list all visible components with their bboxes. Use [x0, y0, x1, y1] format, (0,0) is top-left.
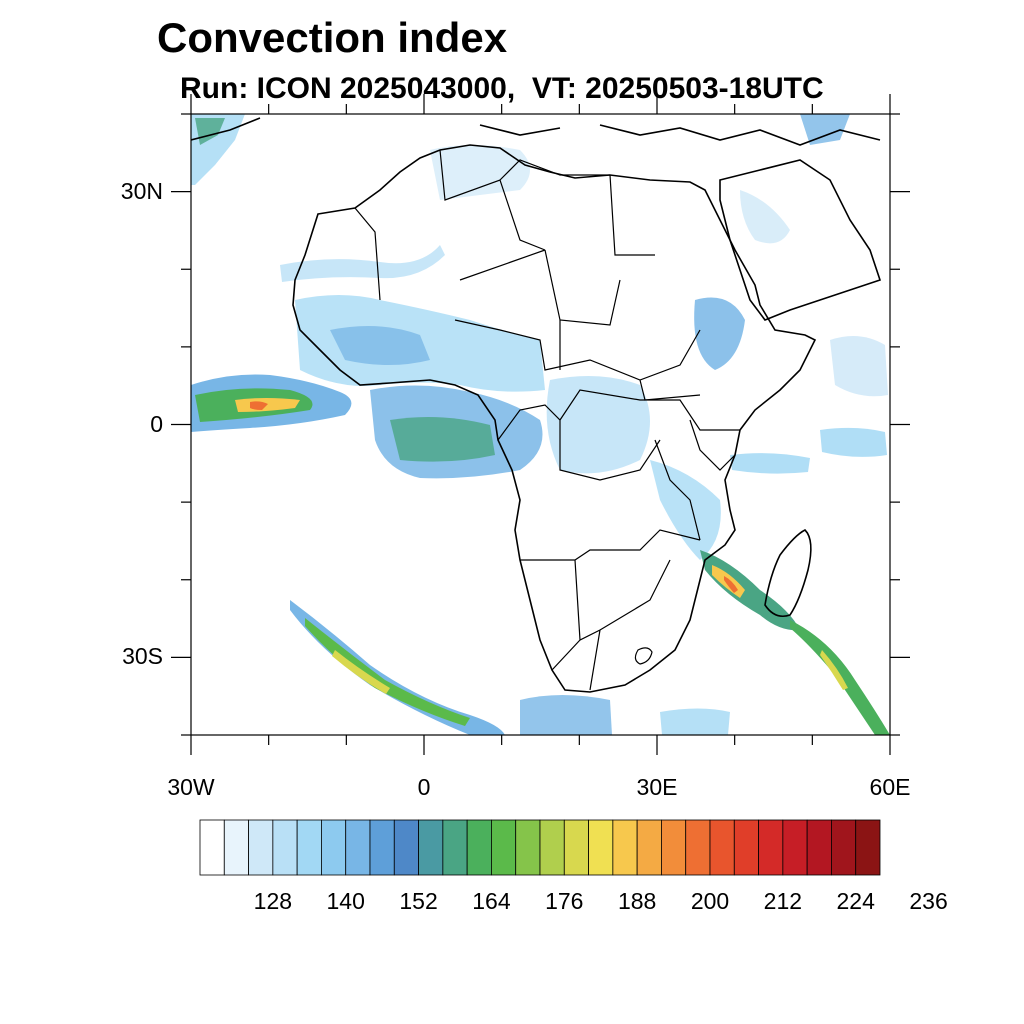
colorbar-swatch: [661, 819, 687, 876]
colorbar-swatch: [199, 819, 225, 876]
field-arabia: [740, 190, 790, 244]
arabia-coastline: [719, 159, 882, 321]
colorbar-label: 164: [472, 888, 511, 914]
field-southern-strip: [520, 695, 612, 735]
lat-tick-label: 30N: [120, 177, 163, 204]
colorbar-swatch: [539, 819, 565, 876]
field-central-africa: [546, 376, 650, 474]
colorbar-swatch: [855, 819, 881, 876]
colorbar-label: 224: [836, 888, 875, 914]
border-north-1: [354, 149, 655, 326]
colorbar-label: 152: [399, 888, 438, 914]
colorbar-swatch: [709, 819, 735, 876]
border-south-1: [520, 529, 701, 691]
colorbar-swatch: [588, 819, 614, 876]
colorbar-swatch: [831, 819, 857, 876]
convection-field: [191, 114, 890, 735]
field-streak-sahara: [280, 245, 445, 282]
field-east-patch-2: [820, 427, 887, 457]
colorbar-swatch: [442, 819, 468, 876]
field-streak-north: [430, 145, 530, 200]
colorbar-swatch: [223, 819, 249, 876]
colorbar-swatch: [491, 819, 517, 876]
colorbar-swatch: [272, 819, 298, 876]
colorbar-swatch: [758, 819, 784, 876]
africa-coastline: [292, 144, 817, 693]
field-east-patch-1: [830, 336, 888, 397]
colorbar-swatch: [418, 819, 444, 876]
colorbar-swatch: [563, 819, 589, 876]
field-atlantic-band-peak: [250, 401, 268, 410]
lesotho-border: [634, 647, 653, 665]
field-mozambique-band: [700, 550, 800, 631]
chart-subtitle: Run: ICON 2025043000, VT: 20250503-18UTC: [180, 72, 824, 105]
border-east-1: [654, 419, 736, 541]
colorbar-swatch: [515, 819, 541, 876]
lon-tick-label: 30W: [167, 774, 215, 800]
field-ethiopia: [694, 297, 745, 370]
colorbar-swatch: [612, 819, 638, 876]
field-mozambique-peak: [724, 576, 738, 593]
colorbar-swatch: [369, 819, 395, 876]
colorbar-label: 128: [253, 888, 293, 914]
field-south-atlantic-green: [305, 618, 470, 726]
field-indian-ocean-core: [820, 650, 848, 690]
lat-tick-label: 0: [150, 410, 163, 437]
colorbar-label: 140: [326, 888, 365, 914]
axis-ticks: [171, 94, 910, 755]
field-west-africa-core: [330, 326, 430, 365]
colorbar-label: 188: [617, 888, 657, 914]
colorbar-label: 176: [545, 888, 584, 914]
mediterranean-north: [191, 117, 881, 146]
field-gulf-guinea-green: [390, 416, 495, 462]
colorbar-swatch: [636, 819, 662, 876]
field-east-africa: [650, 460, 721, 560]
border-central-2: [497, 389, 740, 481]
colorbar-label: 236: [909, 888, 948, 914]
lon-tick-label: 30E: [636, 774, 678, 800]
coastlines: [191, 117, 882, 693]
colorbar-swatch: [393, 819, 419, 876]
chart-title: Convection index: [157, 14, 508, 61]
colorbar: [199, 819, 881, 876]
colorbar-swatch: [685, 819, 711, 876]
colorbar-swatch: [248, 819, 274, 876]
country-borders: [354, 149, 740, 691]
colorbar-swatch: [466, 819, 492, 876]
colorbar-label: 200: [690, 888, 730, 914]
madagascar-coastline: [764, 529, 812, 618]
field-south-atlantic-core: [332, 650, 390, 694]
colorbar-swatch: [345, 819, 371, 876]
colorbar-swatch: [733, 819, 759, 876]
field-east-patch-3: [730, 453, 810, 474]
colorbar-swatch: [296, 819, 322, 876]
lat-tick-label: 30S: [122, 643, 163, 670]
field-arabia-north: [800, 114, 850, 145]
field-south-atlantic-band: [290, 600, 505, 735]
field-southern-east: [660, 708, 730, 735]
colorbar-swatch: [806, 819, 832, 876]
colorbar-swatch: [321, 819, 347, 876]
field-patch-nw-core: [195, 118, 225, 145]
lon-tick-label: 60E: [869, 774, 911, 800]
colorbar-swatch: [782, 819, 808, 876]
lon-tick-label: 0: [417, 774, 431, 800]
colorbar-label: 212: [763, 888, 803, 914]
